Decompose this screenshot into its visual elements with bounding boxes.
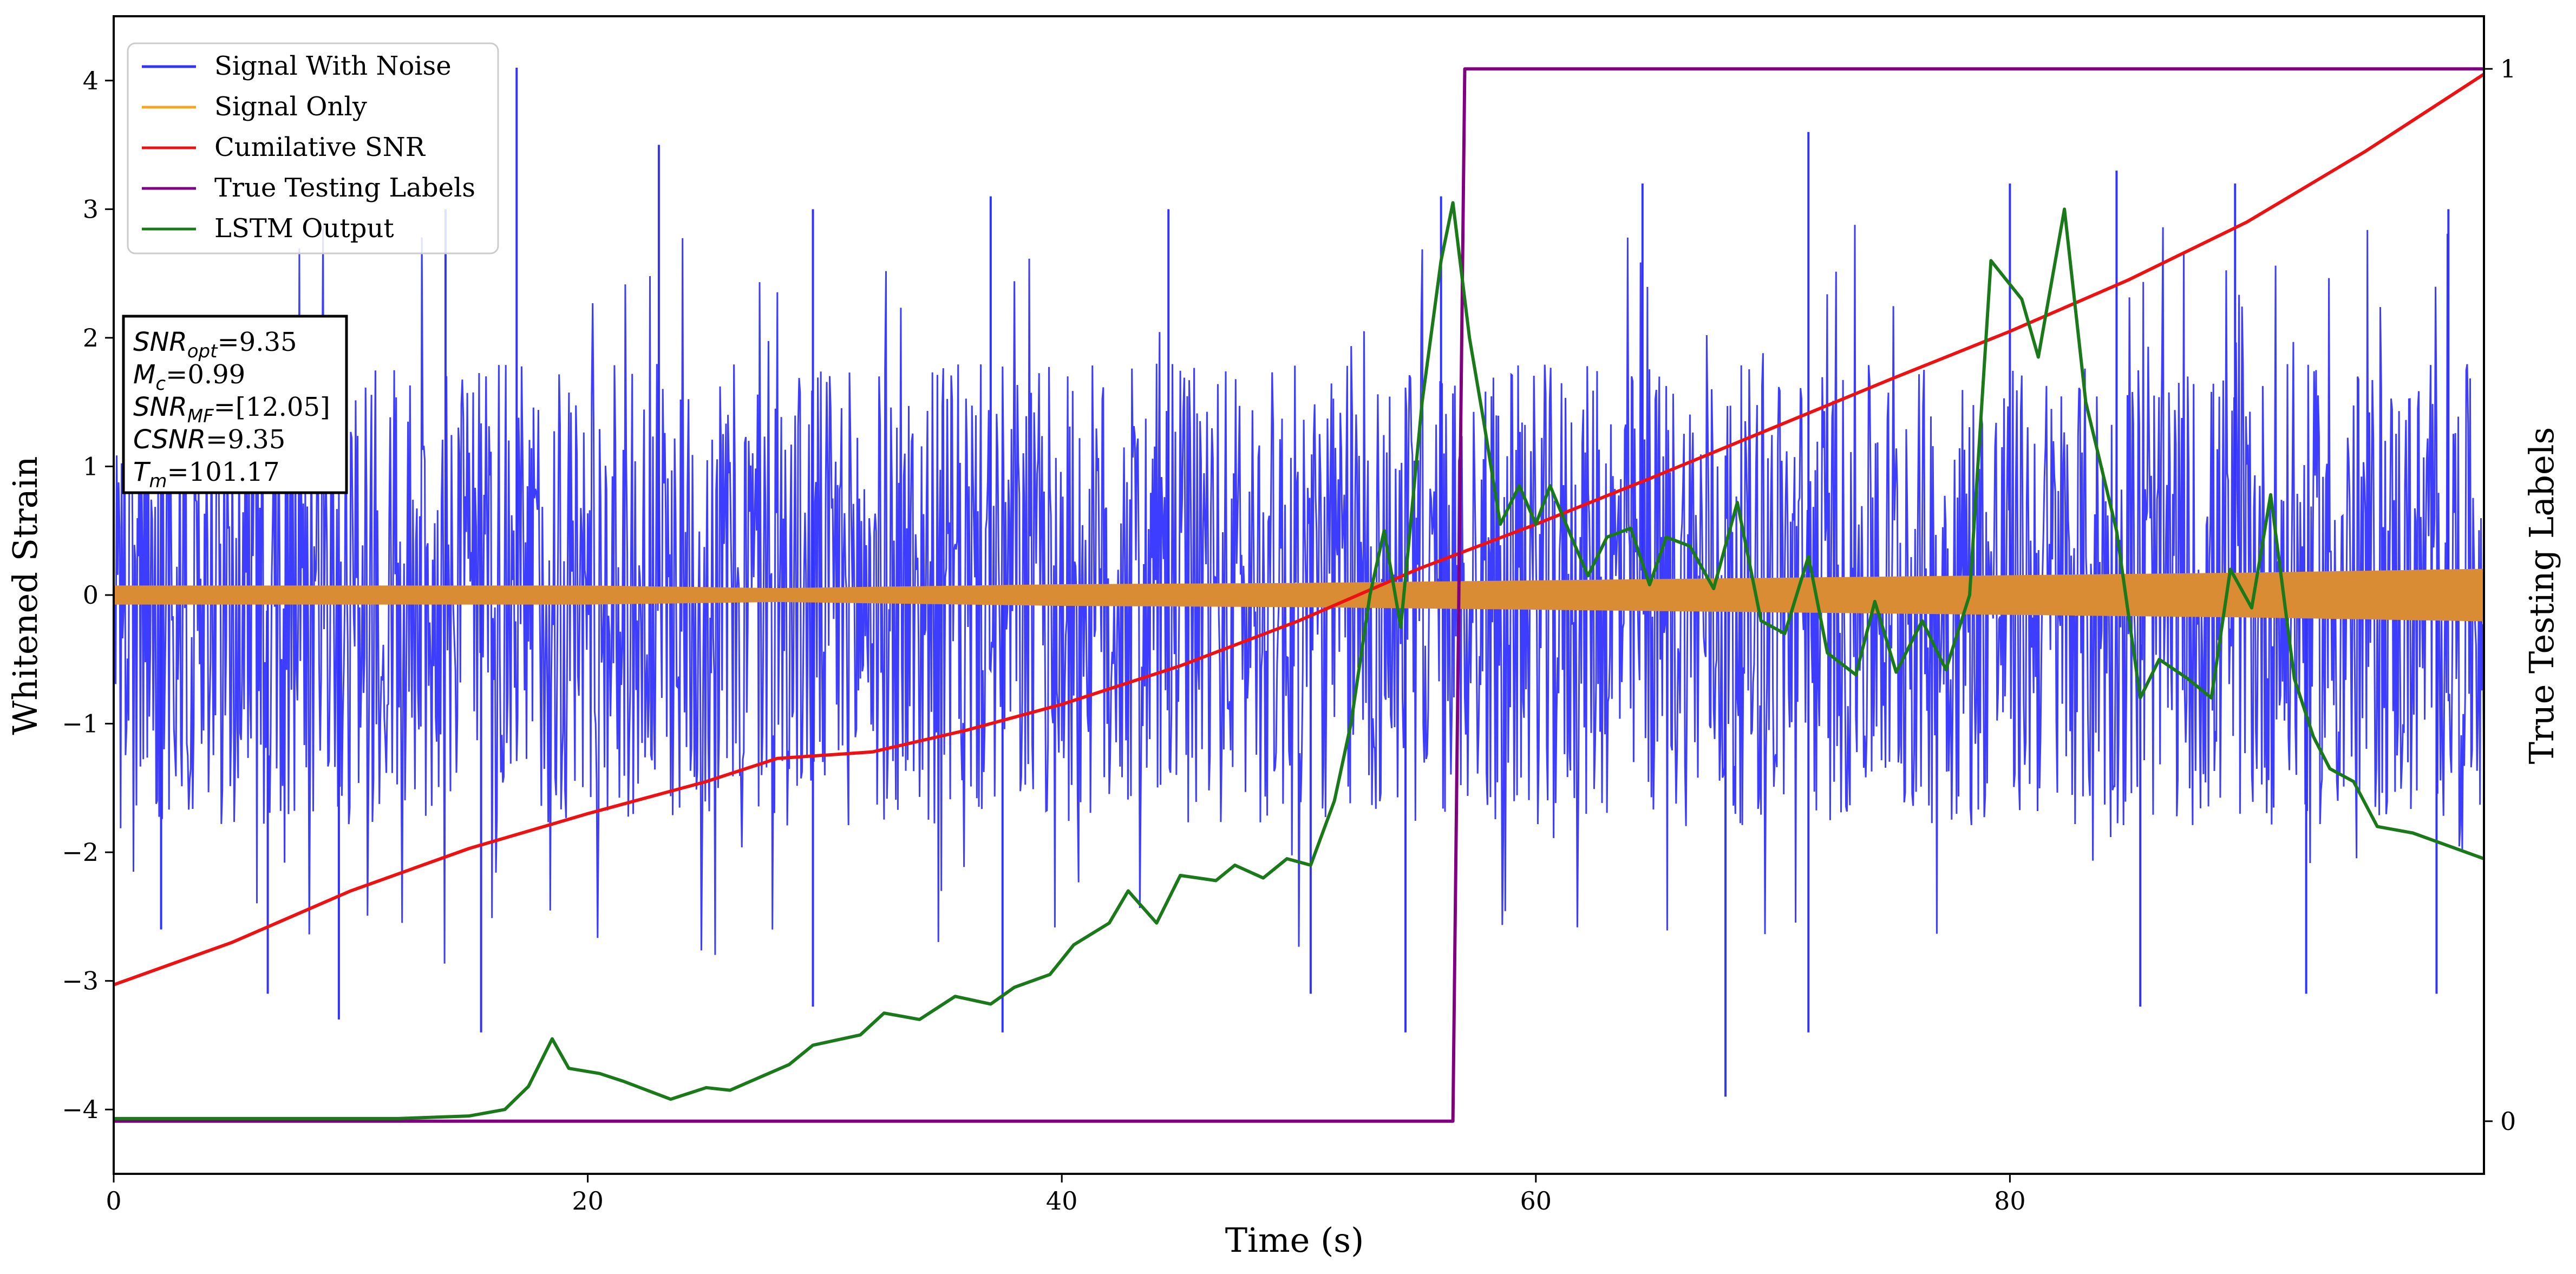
legend-label: LSTM Output bbox=[214, 213, 394, 244]
y-tick-label: 0 bbox=[83, 580, 99, 610]
y-tick-label: 2 bbox=[83, 323, 99, 352]
annotation-line: Tm=101.17 bbox=[133, 457, 280, 492]
y-tick-label: −2 bbox=[62, 838, 99, 867]
legend-item-lstm-output: LSTM Output bbox=[142, 213, 394, 244]
y-tick-label: −3 bbox=[62, 966, 99, 996]
annotation-line: Mc=0.99 bbox=[133, 360, 245, 395]
annotation-line: SNRMF=[12.05] bbox=[133, 392, 330, 427]
lstm-output-line bbox=[114, 201, 2484, 1120]
x-axis-title: Time (s) bbox=[1225, 1220, 1364, 1260]
y-axis-title: Whitened Strain bbox=[5, 456, 45, 735]
signal-only-band bbox=[114, 569, 2484, 622]
y-tick-label: −1 bbox=[62, 709, 99, 739]
x-tick-label: 40 bbox=[1046, 1186, 1078, 1216]
y2-tick-label: 0 bbox=[2500, 1107, 2516, 1136]
annotation-line: SNRopt=9.35 bbox=[133, 327, 297, 362]
legend-label: Signal Only bbox=[214, 92, 367, 122]
legend-item-cumulative-snr: Cumilative SNR bbox=[142, 132, 426, 162]
cumulative-snr-line bbox=[114, 73, 2484, 986]
x-tick-label: 80 bbox=[1994, 1186, 2026, 1216]
signal-with-noise-line bbox=[114, 225, 2484, 964]
y-tick-label: −4 bbox=[62, 1095, 99, 1124]
y-tick-label: 4 bbox=[83, 66, 99, 95]
legend-label: Signal With Noise bbox=[214, 51, 452, 81]
legend-item-true-testing-labels: True Testing Labels bbox=[142, 173, 475, 203]
legend: Signal With Noise Signal Only Cumilative… bbox=[127, 42, 499, 254]
plot-data bbox=[114, 67, 2484, 1123]
y2-tick-label: 1 bbox=[2500, 54, 2516, 83]
legend-box bbox=[127, 42, 499, 254]
y-tick-label: 1 bbox=[83, 452, 99, 481]
y-tick-label: 3 bbox=[83, 194, 99, 224]
annotation-border bbox=[122, 315, 348, 494]
axis-ticks: 0 20 40 60 80 4 3 2 1 0 −1 −2 −3 −4 1 0 bbox=[62, 54, 2516, 1216]
true-testing-labels-line bbox=[114, 67, 2484, 1123]
legend-item-signal-only: Signal Only bbox=[142, 92, 367, 122]
y2-axis-title: True Testing Labels bbox=[2522, 427, 2561, 765]
legend-label: True Testing Labels bbox=[214, 173, 475, 203]
x-tick-label: 20 bbox=[572, 1186, 604, 1216]
snr-annotation-box: SNRopt=9.35Mc=0.99SNRMF=[12.05]CSNR=9.35… bbox=[122, 315, 348, 494]
annotation-line: CSNR=9.35 bbox=[133, 424, 285, 455]
legend-label: Cumilative SNR bbox=[214, 132, 426, 162]
x-tick-label: 60 bbox=[1520, 1186, 1552, 1216]
x-tick-label: 0 bbox=[106, 1186, 121, 1216]
legend-item-signal-with-noise: Signal With Noise bbox=[142, 51, 452, 81]
